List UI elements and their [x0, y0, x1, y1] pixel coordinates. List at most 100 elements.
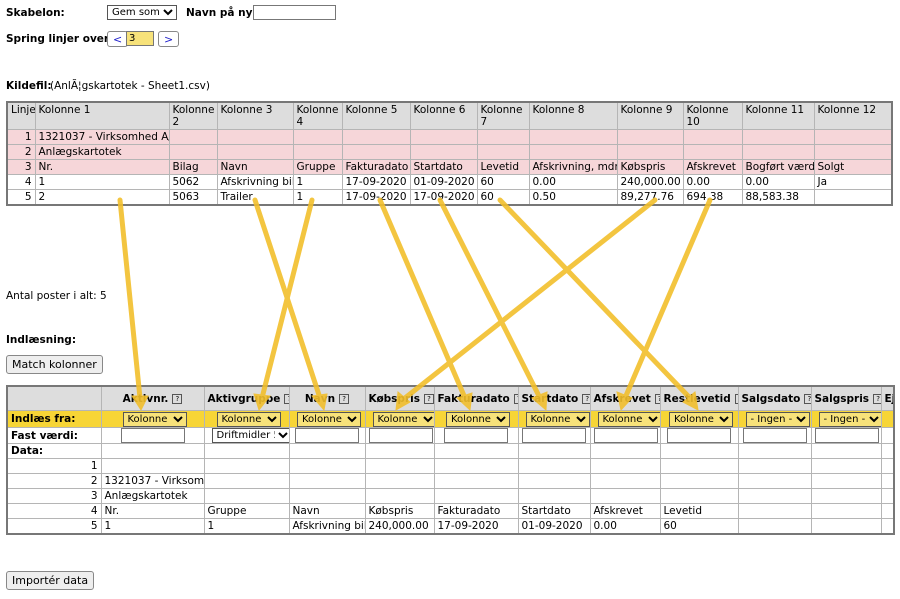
cell — [737, 488, 812, 504]
cell — [880, 488, 895, 504]
fixed-input[interactable] — [120, 428, 185, 443]
cell — [433, 443, 519, 459]
column-select[interactable]: Kolonne 9 — [372, 411, 433, 427]
column-select[interactable]: Kolonne 3 — [297, 411, 361, 427]
cell — [203, 488, 290, 504]
cell — [168, 144, 218, 160]
fixed-input[interactable] — [295, 428, 359, 443]
fixed-input[interactable] — [667, 428, 731, 443]
fixed-row: Fast værdi: Driftmidler 5 år — [6, 427, 895, 444]
fixed-input[interactable] — [444, 428, 508, 443]
fixed-select[interactable]: Driftmidler 5 år — [211, 428, 288, 443]
cell — [433, 427, 519, 444]
cell: Data: — [6, 443, 102, 459]
column-header: Kolonne 10 — [682, 101, 743, 130]
cell: Købspris — [364, 503, 435, 519]
cell: Kolonne 4 — [203, 410, 290, 428]
header-text: Salgspris — [814, 392, 870, 405]
cell: Solgt — [813, 159, 893, 175]
cell — [528, 129, 618, 145]
column-select[interactable]: - Ingen - — [745, 411, 810, 427]
cell: Afskrivning bil — [288, 518, 366, 535]
row: 4 1 5062 Afskrivning bil 1 17-09-2020 01-09-20… — [6, 174, 893, 190]
import-button[interactable]: Importér data — [6, 571, 95, 590]
cell: Navn — [216, 159, 294, 175]
column-select[interactable]: - Ingen - — [818, 411, 880, 427]
file-name: (AnlÃ¦gskartotek - Sheet1.csv) — [50, 80, 210, 92]
cell — [589, 473, 661, 489]
cell — [476, 129, 530, 145]
cell: Kolonne 3 — [288, 410, 366, 428]
match-button[interactable]: Match kolonner — [6, 355, 103, 374]
cell: Nr. — [100, 503, 205, 519]
fixed-input[interactable] — [593, 428, 658, 443]
cell: Indlæs fra: — [6, 410, 102, 428]
cell: 0.00 — [589, 518, 661, 535]
fixed-input[interactable] — [368, 428, 433, 443]
column-select[interactable]: Kolonne 10 — [597, 411, 659, 427]
cell: 1 — [292, 189, 343, 206]
cell: 60 — [476, 174, 530, 190]
cell: Trailer — [216, 189, 294, 206]
column-header: Salgsdato? — [737, 385, 812, 411]
cell — [616, 144, 684, 160]
header-text: Aktivgruppe — [207, 392, 281, 405]
help-icon[interactable]: ? — [654, 393, 659, 404]
cell: Anlægskartotek — [100, 488, 205, 504]
row: 5 1 1 Afskrivning bil 240,000.00 17-09-2020 01… — [6, 518, 895, 535]
cell — [880, 410, 895, 428]
skip-input[interactable] — [126, 31, 154, 46]
column-select[interactable]: Kolonne 4 — [216, 411, 281, 427]
column-select[interactable]: Kolonne 7 — [669, 411, 733, 427]
column-select[interactable]: Kolonne 1 — [122, 411, 187, 427]
help-icon[interactable]: ? — [423, 393, 433, 404]
cell: 0.00 — [528, 174, 618, 190]
cell: 5062 — [168, 174, 218, 190]
cell — [517, 458, 591, 474]
cell — [433, 488, 519, 504]
corner — [6, 385, 102, 411]
cell — [659, 473, 739, 489]
cell — [813, 189, 893, 206]
column-header: Kolonne 8 — [528, 101, 618, 130]
cell — [737, 427, 812, 444]
cell — [168, 129, 218, 145]
column-header: Kolonne 1 — [34, 101, 170, 130]
cell — [741, 129, 815, 145]
help-icon[interactable]: ? — [582, 393, 589, 404]
help-icon[interactable]: ? — [513, 393, 517, 404]
fixed-input[interactable] — [522, 428, 586, 443]
column-header: Salgspris? — [810, 385, 882, 411]
fixed-input[interactable] — [742, 428, 807, 443]
cell — [288, 443, 366, 459]
help-icon[interactable]: ? — [804, 393, 810, 404]
header-text: Ej — [884, 392, 894, 405]
help-icon[interactable]: ? — [339, 393, 350, 404]
help-icon[interactable]: ? — [172, 393, 183, 404]
cell — [203, 443, 290, 459]
cell — [813, 129, 893, 145]
name-input[interactable] — [253, 5, 336, 20]
cell: Kolonne 7 — [659, 410, 739, 428]
header-text: Aktivnr. — [122, 392, 169, 405]
cell: Afskrevet — [589, 503, 661, 519]
next-button[interactable]: > — [158, 31, 180, 47]
cell — [288, 427, 366, 444]
mapping-table: Aktivnr.?Aktivgruppe?Navn?Købspris?Faktu… — [6, 385, 895, 535]
cell — [880, 458, 895, 474]
cell: 3 — [6, 488, 102, 504]
cell: 89,277.76 — [616, 189, 684, 206]
template-select[interactable]: Gem som ny — [107, 5, 177, 20]
column-select[interactable]: Kolonne 5 — [446, 411, 510, 427]
header-text: Afskrevet — [593, 392, 651, 405]
help-icon[interactable]: ? — [284, 393, 288, 404]
cell — [682, 129, 743, 145]
help-icon[interactable]: ? — [734, 393, 737, 404]
fixed-input[interactable] — [814, 428, 879, 443]
header-text: Startdato — [521, 392, 579, 405]
cell — [203, 458, 290, 474]
help-icon[interactable]: ? — [873, 393, 880, 404]
column-header: Aktivgruppe? — [203, 385, 290, 411]
cell — [288, 458, 366, 474]
column-select[interactable]: Kolonne 6 — [525, 411, 589, 427]
